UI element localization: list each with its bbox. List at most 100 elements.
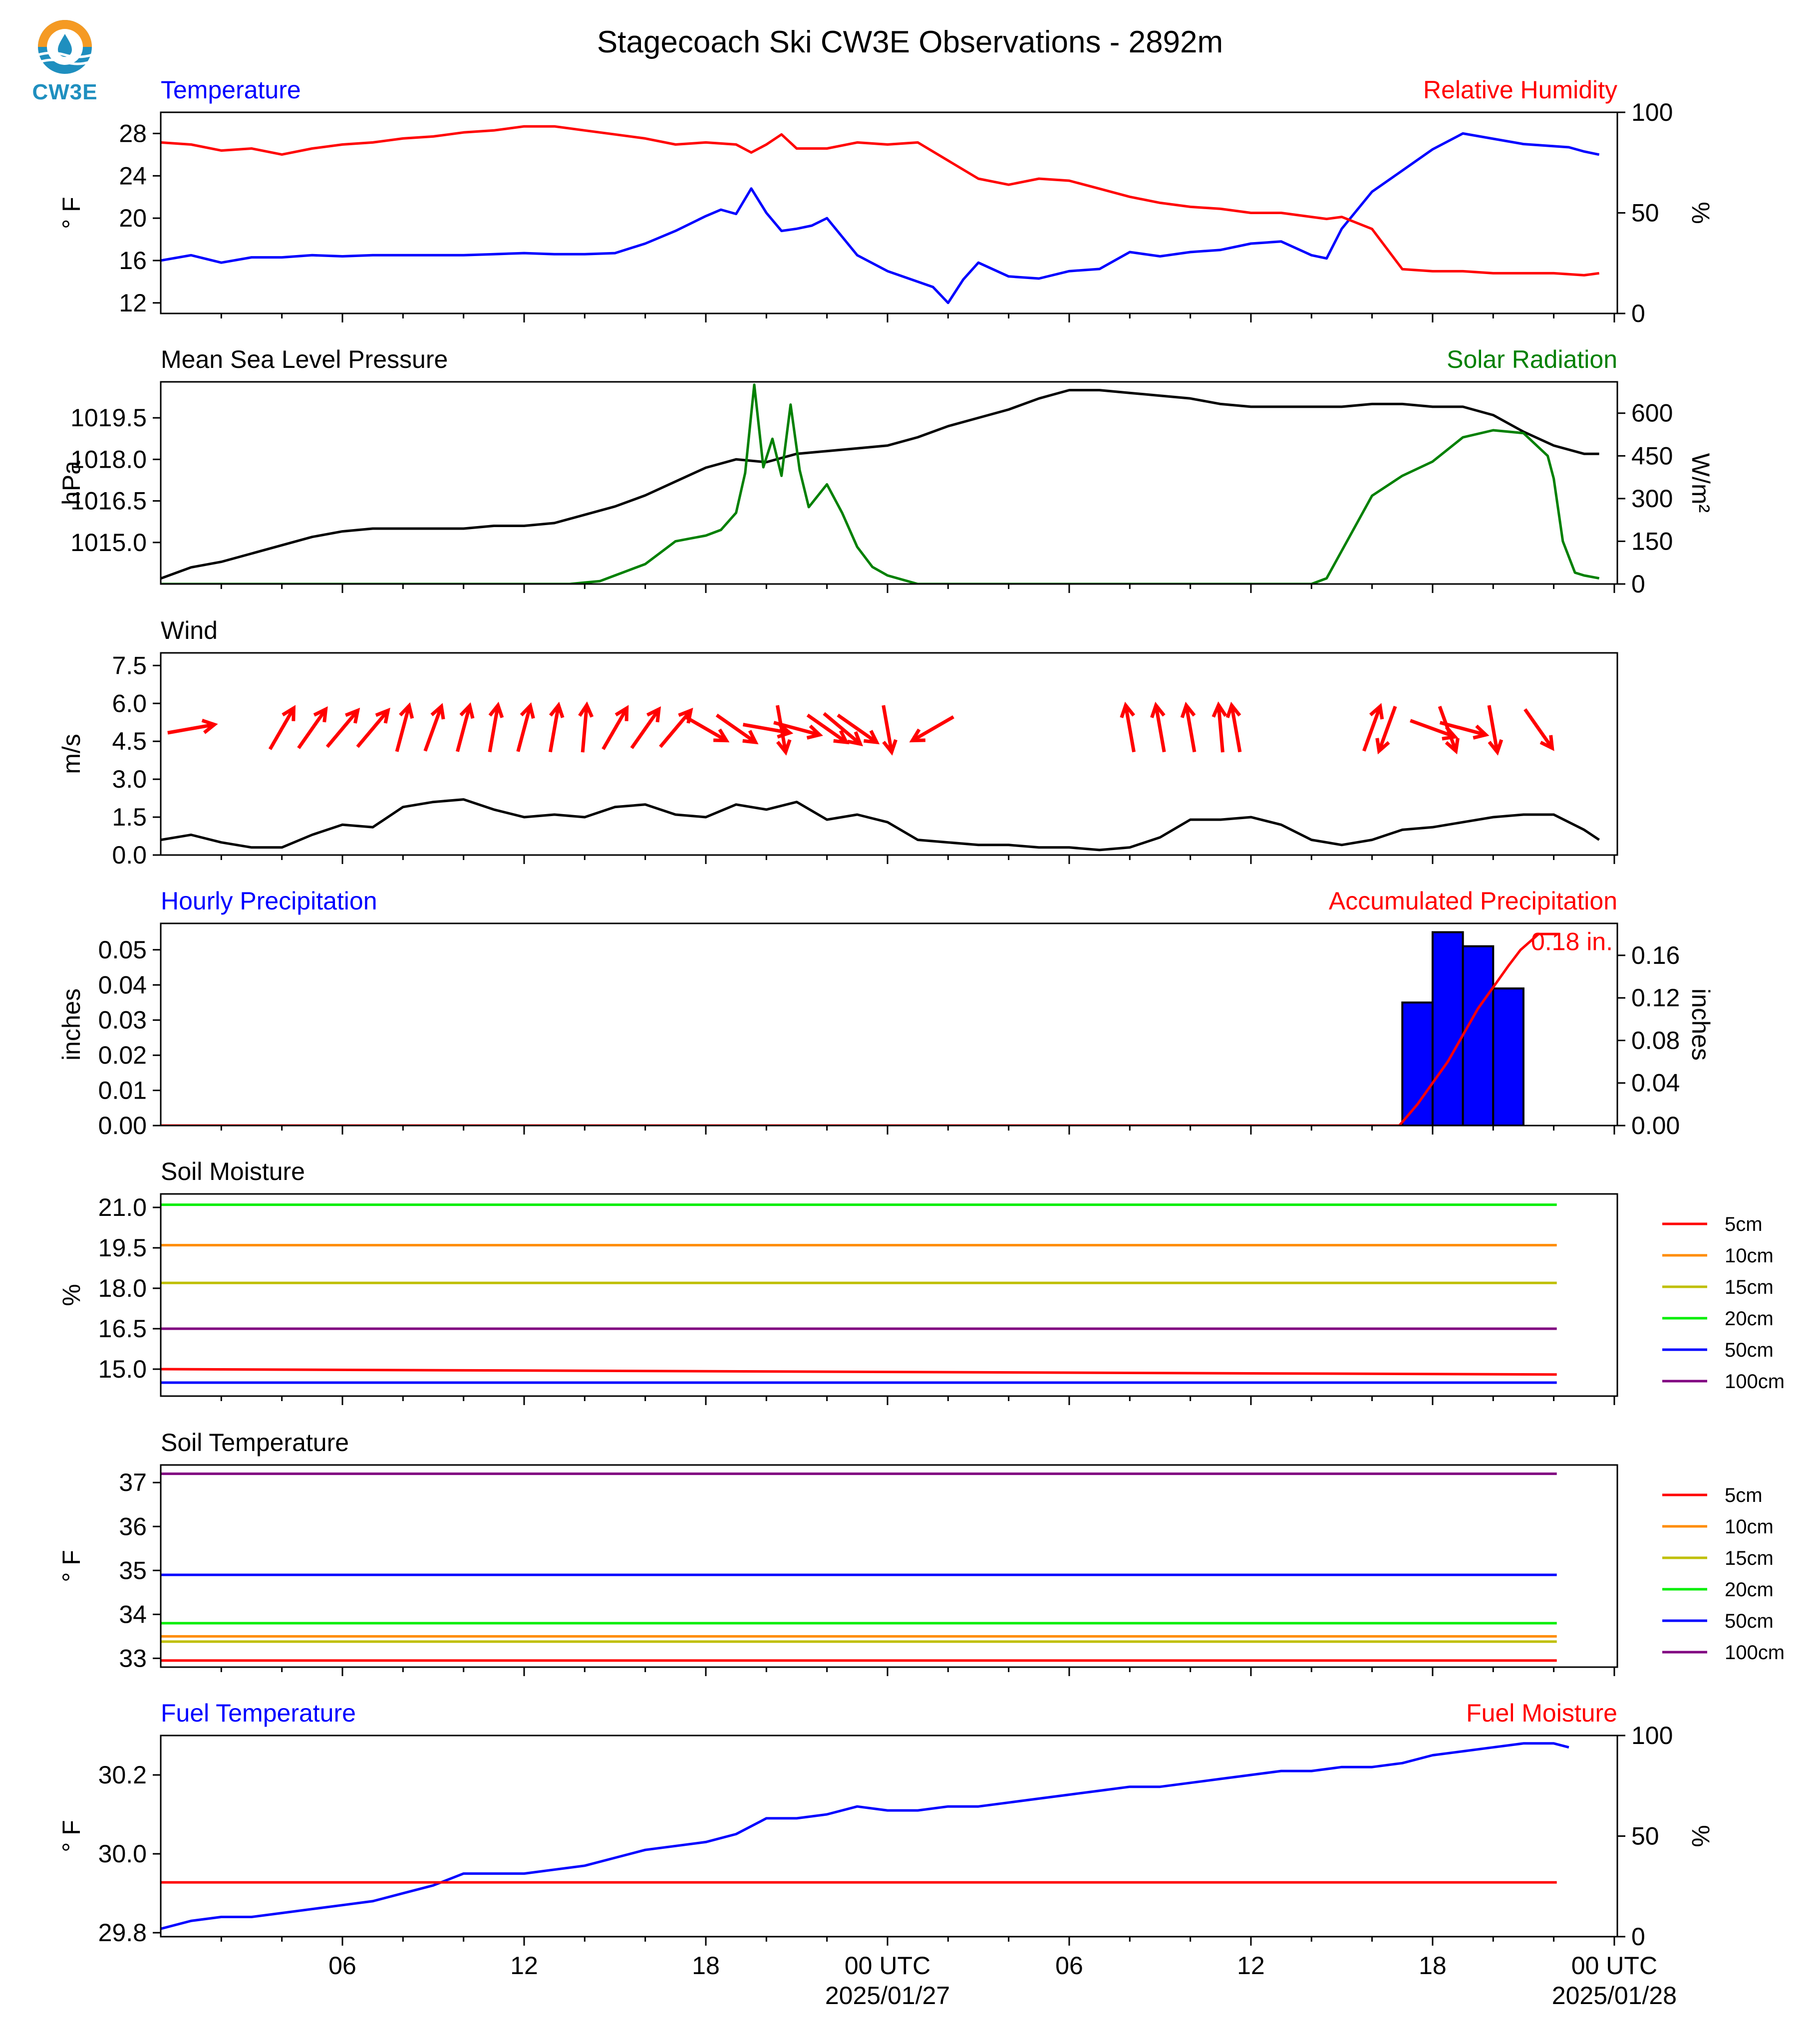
y-tick-label: 24 [119,162,147,190]
wind-arrow [488,705,500,753]
legend-label: 100cm [1725,1371,1785,1393]
wind-arrow-head [313,706,328,723]
series-line-wind [161,798,1600,852]
y-axis-label: % [57,1284,85,1306]
y-axis-label-right: W/m² [1687,453,1715,513]
cw3e-logo: CW3E [30,15,100,105]
legend: 5cm 10cm 15cm 20cm 50cm 100cm [1662,1484,1785,1664]
y-tick-label: 0.02 [98,1041,147,1069]
y-tick-right-label: 0.04 [1631,1069,1680,1097]
wind-arrow [823,712,862,746]
plot-area [161,1742,1569,1930]
panel-title-left: Hourly Precipitation [161,887,377,915]
y-tick-label: 16 [119,247,147,275]
legend-label: 5cm [1725,1484,1763,1506]
x-tick-label: 18 [1419,1952,1447,1980]
series-line-mean-sea-level-pressure [161,389,1599,580]
panel-frame [160,922,1618,1127]
y-axis-label-right: inches [1687,988,1715,1061]
cw3e-droplet-logo-icon [37,20,92,74]
legend-label: 15cm [1725,1276,1774,1298]
panel-title-left: Wind [161,616,218,644]
wind-arrow [1487,705,1499,753]
wind-arrow-head [1488,739,1504,756]
wind-arrow-head [1445,738,1460,755]
x-tick-label: 00 UTC [845,1952,930,1980]
y-tick-label: 0.04 [98,971,147,999]
wind-arrow [268,707,296,750]
precip-bar [1492,987,1524,1126]
y-tick-right-label: 100 [1631,1722,1673,1749]
x-tick-label: 12 [1237,1952,1265,1980]
panel-wind: Wind 0.0 1.5 3.0 4.5 6.0 7.5 m/s [57,616,1618,869]
y-tick-label: 0.0 [112,841,147,869]
legend-label: 10cm [1725,1516,1774,1538]
y-tick-label: 37 [119,1468,147,1496]
legend-label: 15cm [1725,1547,1774,1569]
wind-arrow [882,705,894,753]
wind-arrow [1439,721,1487,737]
panel-title-left: Soil Moisture [161,1158,305,1185]
series-line-fuel-temperature [161,1742,1569,1930]
y-tick-label: 6.0 [112,689,147,717]
plot-area [161,931,1560,1126]
wind-arrow-head [833,730,850,745]
wind-arrow-head [578,701,594,718]
y-tick-label: 30.0 [98,1840,147,1868]
plot-area [161,383,1600,584]
wind-arrow-head [713,728,730,743]
wind-arrow [715,713,757,744]
y-tick-label: 1016.5 [70,487,147,515]
wind-arrow [423,706,443,752]
y-tick-label: 29.8 [98,1919,147,1947]
y-tick-right-label: 0.12 [1631,984,1680,1012]
y-tick-right-label: 0.16 [1631,941,1680,969]
x-date-label: 2025/01/28 [1552,1982,1677,2010]
y-tick-label: 0.05 [98,936,147,964]
plot-panels: Temperature Relative Humidity 12 16 20 24 28 0 5… [57,76,1785,2010]
legend-label: 20cm [1725,1579,1774,1601]
wind-arrow-head [1150,701,1166,718]
series-line-5cm [161,1368,1557,1376]
y-tick-right-label: 100 [1631,98,1673,126]
wind-arrow-head [282,705,296,721]
series-line-relative-humidity [161,125,1599,277]
y-axis-label-right: % [1687,1825,1715,1847]
x-tick-label: 00 UTC [1571,1952,1657,1980]
wind-arrow [516,705,532,752]
wind-arrow-head [742,730,759,745]
panel-fuel: Fuel Temperature Fuel Moisture 29.8 30.0 30.… [57,1699,1715,1951]
wind-arrow-head [520,702,535,719]
y-axis-label-right: % [1687,202,1715,224]
wind-arrow [395,705,411,752]
wind-arrow-head [549,701,565,718]
y-tick-label: 20 [119,204,147,232]
wind-arrow-head [1212,701,1227,718]
y-tick-right-label: 0.08 [1631,1026,1680,1054]
panel-precip: Hourly Precipitation Accumulated Precipit… [57,887,1715,1140]
y-tick-label: 4.5 [112,727,147,755]
wind-arrow-head [909,728,925,743]
wind-arrow-head [847,731,863,747]
wind-arrow [167,723,215,735]
y-tick-label: 1.5 [112,803,147,831]
y-tick-label: 18.0 [98,1274,147,1302]
y-axis-label: hPa [57,461,85,505]
plot-area [161,1472,1557,1662]
wind-arrow-head [375,707,390,724]
x-tick-label: 12 [510,1952,538,1980]
legend-label: 50cm [1725,1339,1774,1361]
y-tick-label: 3.0 [112,765,147,793]
panel-frame [160,1735,1618,1938]
wind-arrow [455,705,472,752]
panel-title-left: Temperature [161,76,301,104]
wind-arrow [602,707,628,750]
wind-arrow-head [1539,735,1554,751]
wind-arrow-head [806,724,823,740]
wind-arrow [1124,705,1136,753]
panel-frame [160,381,1618,585]
wind-arrow [1229,705,1242,753]
wind-arrow [911,715,954,742]
wind-arrow [1438,706,1458,752]
